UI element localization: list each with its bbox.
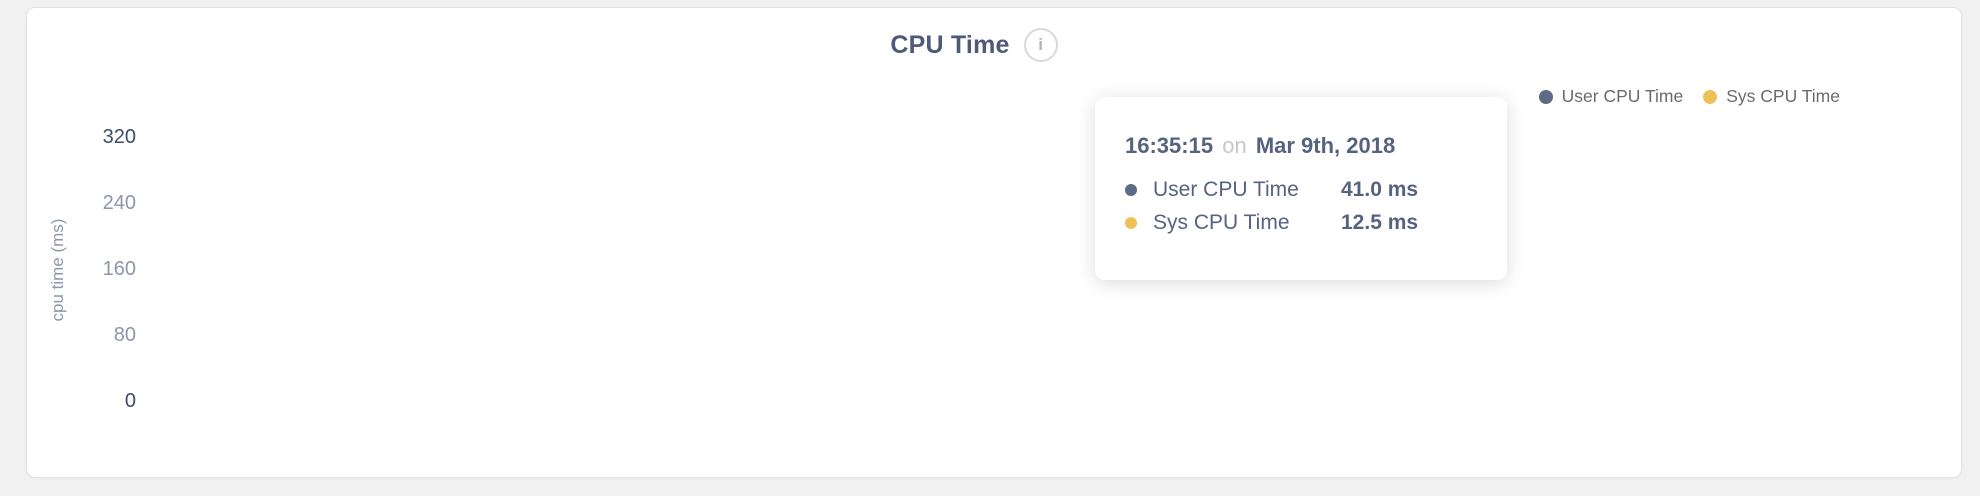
tooltip-series-value: 12.5 ms (1341, 210, 1419, 234)
legend-item-sys-cpu-time[interactable]: Sys CPU Time (1703, 86, 1840, 107)
tooltip-row: Sys CPU Time 12.5 ms (1125, 206, 1477, 239)
tooltip-time: 16:35:15 (1125, 133, 1214, 158)
chart-card (26, 7, 1962, 478)
y-tick-240: 240 (102, 191, 136, 214)
tooltip-row: User CPU Time 41.0 ms (1125, 173, 1477, 206)
legend: User CPU Time Sys CPU Time (1538, 86, 1840, 107)
tooltip-header: 16:35:15 on Mar 9th, 2018 (1125, 133, 1477, 159)
legend-label: Sys CPU Time (1726, 86, 1840, 106)
tooltip-series-label: Sys CPU Time (1153, 210, 1290, 234)
tooltip-series-label: User CPU Time (1153, 177, 1299, 201)
y-tick-0: 0 (124, 389, 136, 412)
y-tick-80: 80 (113, 323, 136, 346)
tooltip-series-dot-icon (1125, 216, 1137, 229)
info-icon[interactable]: i (1023, 28, 1058, 62)
tooltip-connector: on (1222, 133, 1247, 158)
tooltip-series-dot-icon (1125, 183, 1137, 196)
tooltip-series-value: 41.0 ms (1341, 177, 1419, 201)
y-tick-320: 320 (102, 125, 136, 148)
legend-dot-icon (1703, 89, 1718, 104)
tooltip-rows: User CPU Time 41.0 ms Sys CPU Time 12.5 ms (1125, 173, 1477, 239)
legend-item-user-cpu-time[interactable]: User CPU Time (1538, 86, 1684, 107)
chart-header: CPU Time i (164, 28, 1784, 62)
y-tick-160: 160 (102, 257, 136, 280)
legend-label: User CPU Time (1561, 86, 1684, 106)
legend-dot-icon (1538, 89, 1553, 104)
chart-title: CPU Time (890, 30, 1010, 59)
chart-tooltip: 16:35:15 on Mar 9th, 2018 User CPU Time 4… (1095, 97, 1507, 280)
tooltip-date: Mar 9th, 2018 (1255, 133, 1396, 158)
